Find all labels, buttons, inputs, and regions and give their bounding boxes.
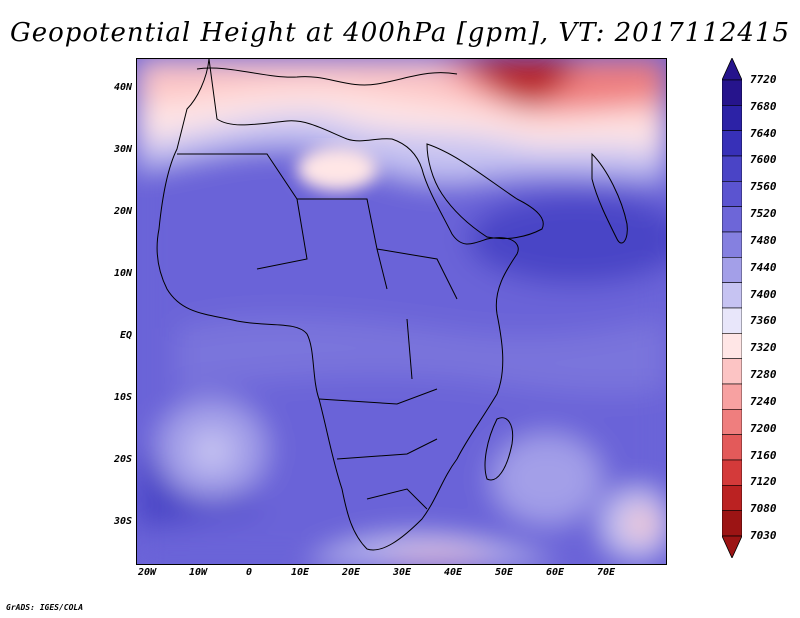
colorbar-cell [722,105,742,131]
colorbar-bottom-triangle [722,535,742,558]
lon-label-20e: 20E [341,567,361,578]
lat-label-eq: EQ [119,330,132,341]
colorbar-cell [722,307,742,334]
colorbar-cell [722,383,742,410]
colorbar-cell [722,434,742,461]
colorbar-label: 7080 [750,502,777,516]
colorbar-label: 7030 [750,529,777,542]
colorbar-label: 7400 [750,287,777,301]
lon-label-0: 0 [245,567,253,578]
colorbar-label: 7320 [750,341,777,355]
lat-label-10n: 10N [113,268,132,279]
colorbar-label: 7560 [750,180,777,194]
colorbar-label: 7360 [750,314,777,328]
colorbar [722,58,742,558]
colorbar-cell [722,155,742,182]
colorbar-label: 7120 [750,475,777,489]
geopotential-field-map [137,59,666,564]
colorbar-cell [722,130,742,157]
colorbar-cell [722,79,742,106]
lat-label-30n: 30N [113,144,132,155]
colorbar-cell [722,206,742,233]
lon-label-70e: 70E [596,567,616,578]
colorbar-label: 7720 [750,73,777,86]
colorbar-cell [722,257,742,283]
colorbar-label: 7480 [750,233,777,247]
lon-label-60e: 60E [545,567,565,578]
colorbar-label: 7240 [750,394,777,408]
lon-label-40e: 40E [443,567,463,578]
lat-label-20s: 20S [113,454,132,465]
colorbar-label: 7640 [750,126,777,140]
colorbar-label: 7440 [750,260,777,274]
colorbar-cell [722,409,742,435]
coastline-outlines [156,59,628,551]
colorbar-label: 7200 [750,421,777,435]
colorbar-label: 7680 [750,99,777,113]
colorbar-cell [722,510,742,537]
map-title: Geopotential Height at 400hPa [gpm], VT:… [9,18,791,48]
credit-text: GrADS: IGES/COLA [6,603,84,612]
colorbar-cell [722,333,742,359]
colorbar-top-triangle [722,58,742,81]
lon-label-30e: 30E [392,567,412,578]
lat-label-20n: 20N [113,206,132,217]
colorbar-label: 7520 [750,207,777,221]
colorbar-cell [722,181,742,207]
colorbar-cell [722,485,742,511]
colorbar-cell [722,231,742,258]
colorbar-cell [722,459,742,486]
lat-label-30s: 30S [113,516,132,527]
colorbar-cell [722,282,742,309]
colorbar-label: 7600 [750,153,777,167]
colorbar-cell [722,358,742,385]
lat-label-10s: 10S [113,392,132,403]
colorbar-label: 7280 [750,368,777,382]
lat-label-40n: 40N [113,82,132,93]
lon-label-20w: 20W [137,567,157,578]
lon-label-10e: 10E [290,567,310,578]
map-panel [136,58,667,565]
lon-label-10w: 10W [188,567,208,578]
lon-label-50e: 50E [494,567,514,578]
colorbar-label: 7160 [750,448,777,462]
